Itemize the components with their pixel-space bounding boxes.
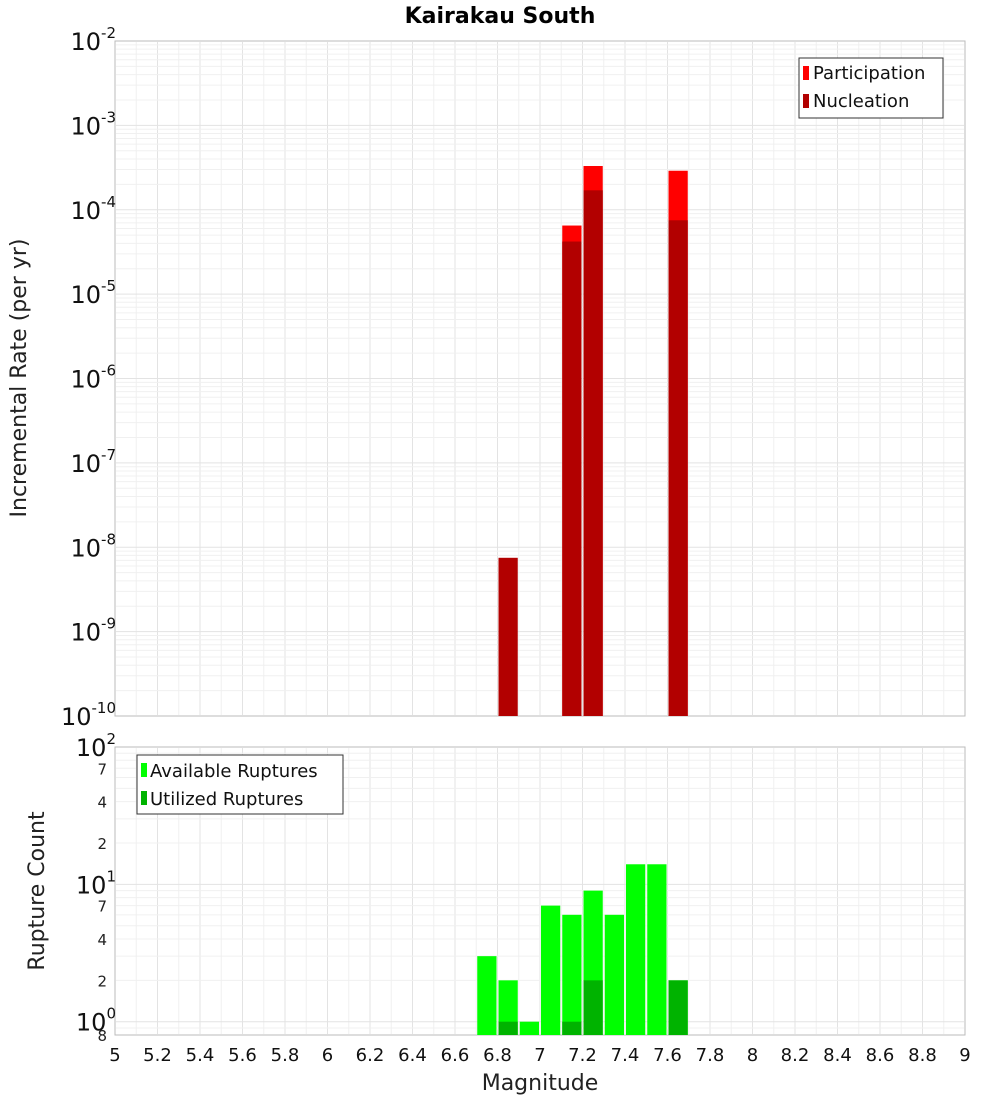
bar-nucleation bbox=[562, 241, 582, 717]
rate-bars bbox=[498, 166, 688, 717]
count-panel: 100 101 102 8 2 4 7 2 4 7 5 5.2 5.4 5.6 5.8 6 6.2 6.4 6.6… bbox=[25, 730, 971, 1096]
count-y-axis-title: Rupture Count bbox=[25, 811, 50, 971]
x-tick-label: 5.6 bbox=[228, 1045, 257, 1066]
bar-available-ruptures bbox=[604, 914, 624, 1035]
bar-available-ruptures bbox=[562, 914, 582, 1035]
rate-panel: 10-10 10-9 10-8 10-7 10-6 10-5 10-4 10-3 10-2 In… bbox=[7, 24, 966, 731]
rate-y-tick-label: 10-5 bbox=[70, 277, 116, 309]
count-y-minor-tick-label: 4 bbox=[97, 794, 107, 812]
rate-y-tick-label: 10-6 bbox=[70, 362, 116, 394]
rate-gridlines bbox=[116, 42, 964, 715]
rate-y-tick-label: 10-7 bbox=[70, 446, 116, 478]
count-y-tick-label: 101 bbox=[76, 867, 116, 899]
rate-y-tick-label: 10-2 bbox=[70, 24, 116, 56]
bar-available-ruptures bbox=[626, 864, 646, 1035]
x-tick-label: 6 bbox=[322, 1045, 333, 1066]
legend-label-nucleation: Nucleation bbox=[813, 91, 909, 112]
bar-nucleation bbox=[668, 220, 688, 717]
legend-swatch-available bbox=[141, 763, 147, 777]
legend-swatch-utilized bbox=[141, 791, 147, 805]
x-tick-label: 6.4 bbox=[398, 1045, 427, 1066]
x-tick-label: 8.2 bbox=[781, 1045, 810, 1066]
chart-title: Kairakau South bbox=[405, 4, 596, 29]
x-tick-label: 7.2 bbox=[568, 1045, 597, 1066]
rate-legend-box bbox=[798, 57, 944, 119]
rate-legend: Participation Nucleation bbox=[798, 57, 944, 119]
x-tick-label: 7.4 bbox=[611, 1045, 640, 1066]
x-tick-label: 5.4 bbox=[186, 1045, 215, 1066]
bar-utilized-ruptures bbox=[668, 980, 688, 1035]
count-y-minor-tick-label: 7 bbox=[97, 760, 107, 778]
count-y-tick-label: 102 bbox=[76, 730, 116, 762]
legend-swatch-nucleation bbox=[803, 94, 809, 108]
bar-utilized-ruptures bbox=[562, 1021, 582, 1035]
rate-y-axis-title: Incremental Rate (per yr) bbox=[7, 239, 32, 518]
count-y-minor-tick-label: 7 bbox=[97, 898, 107, 916]
count-y-tick-label: 100 bbox=[76, 1005, 116, 1037]
rate-y-tick-label: 10-8 bbox=[70, 530, 116, 562]
bar-utilized-ruptures bbox=[498, 1021, 518, 1035]
x-tick-label: 6.8 bbox=[483, 1045, 512, 1066]
x-tick-label: 7.6 bbox=[653, 1045, 682, 1066]
x-tick-label: 8.4 bbox=[823, 1045, 852, 1066]
rate-y-tick-labels: 10-10 10-9 10-8 10-7 10-6 10-5 10-4 10-3 10-2 bbox=[61, 24, 116, 731]
count-legend-box bbox=[136, 754, 344, 815]
count-bars bbox=[477, 864, 688, 1035]
x-tick-label: 6.6 bbox=[441, 1045, 470, 1066]
x-tick-label: 7 bbox=[534, 1045, 545, 1066]
bar-nucleation bbox=[583, 190, 603, 716]
legend-label-participation: Participation bbox=[813, 63, 925, 84]
legend-label-available: Available Ruptures bbox=[150, 761, 318, 782]
count-legend: Available Ruptures Utilized Ruptures bbox=[136, 754, 344, 815]
count-y-minor-tick-label: 2 bbox=[97, 972, 107, 990]
legend-swatch-participation bbox=[803, 66, 809, 80]
bar-nucleation bbox=[498, 557, 518, 716]
rate-y-tick-label: 10-4 bbox=[70, 193, 116, 225]
rate-y-tick-label: 10-3 bbox=[70, 108, 116, 140]
x-tick-label: 8.8 bbox=[908, 1045, 937, 1066]
x-tick-label: 9 bbox=[959, 1045, 970, 1066]
count-y-minor-tick-label: 4 bbox=[97, 931, 107, 949]
x-tick-label: 5.8 bbox=[271, 1045, 300, 1066]
count-x-tick-labels: 5 5.2 5.4 5.6 5.8 6 6.2 6.4 6.6 6.8 7 7.2 7.4 7.6 7.8 8… bbox=[109, 1045, 970, 1066]
count-y-minor-tick-label: 8 bbox=[97, 1027, 107, 1045]
bar-available-ruptures bbox=[541, 905, 561, 1035]
rate-y-tick-label: 10-10 bbox=[61, 699, 116, 731]
count-y-tick-labels: 100 101 102 8 2 4 7 2 4 7 bbox=[76, 730, 116, 1045]
x-tick-label: 5 bbox=[109, 1045, 120, 1066]
x-tick-label: 6.2 bbox=[356, 1045, 385, 1066]
bar-utilized-ruptures bbox=[583, 980, 603, 1035]
x-tick-label: 7.8 bbox=[696, 1045, 725, 1066]
x-tick-label: 8.6 bbox=[866, 1045, 895, 1066]
x-axis-title: Magnitude bbox=[482, 1071, 599, 1096]
count-y-minor-tick-label: 2 bbox=[97, 835, 107, 853]
bar-available-ruptures bbox=[519, 1021, 539, 1035]
x-tick-label: 8 bbox=[747, 1045, 758, 1066]
bar-available-ruptures bbox=[477, 956, 497, 1035]
legend-label-utilized: Utilized Ruptures bbox=[150, 789, 303, 810]
bar-available-ruptures bbox=[647, 864, 667, 1035]
rate-y-tick-label: 10-9 bbox=[70, 615, 116, 647]
bar-available-ruptures bbox=[498, 980, 518, 1035]
x-tick-label: 5.2 bbox=[143, 1045, 172, 1066]
